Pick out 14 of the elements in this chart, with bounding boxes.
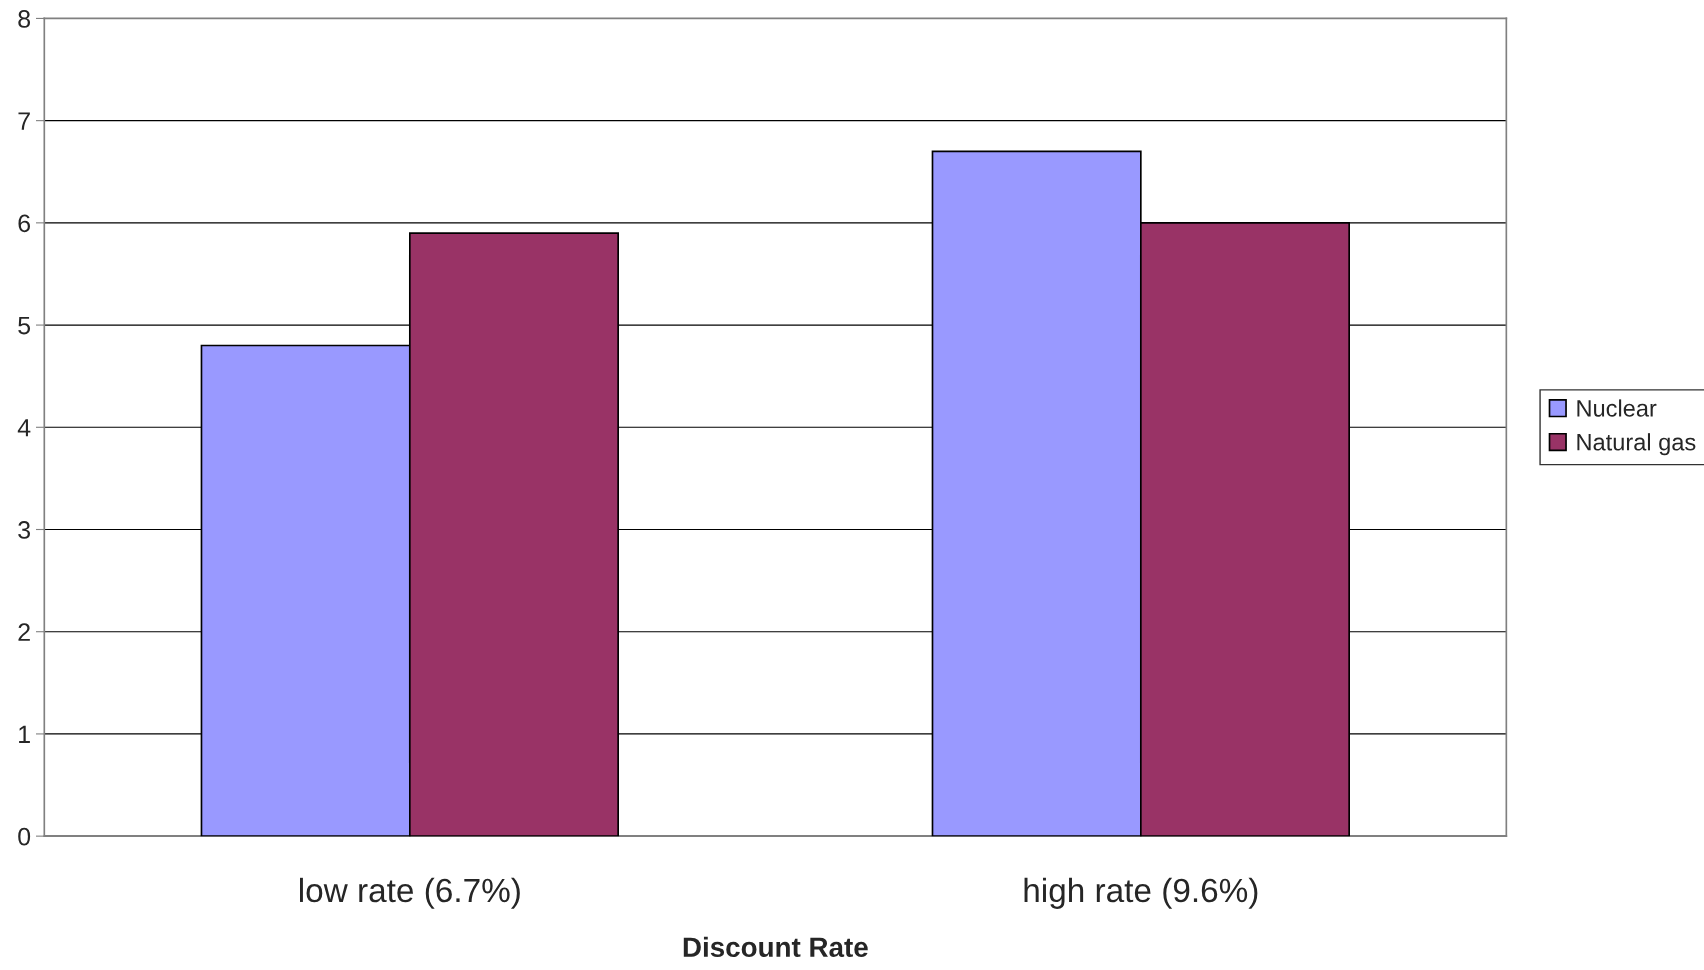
legend-label: Natural gas — [1577, 433, 1696, 456]
y-tick-label: 6 — [18, 214, 31, 233]
y-tick-label: 7 — [18, 112, 30, 130]
y-tick-label: 3 — [18, 521, 31, 539]
x-tick-label: high rate (9.6%) — [1024, 877, 1258, 909]
y-tick-label: 4 — [17, 419, 31, 437]
legend-label: Nuclear — [1577, 399, 1657, 417]
x-tick-label: low rate (6.7%) — [299, 877, 520, 909]
y-tick-label: 8 — [18, 10, 31, 28]
y-tick-label: 2 — [18, 623, 30, 641]
y-tick-label: 5 — [18, 316, 31, 335]
y-tick-label: 0 — [18, 827, 31, 846]
x-axis-title: Discount Rate — [683, 936, 868, 958]
y-tick-label: 1 — [19, 725, 30, 743]
